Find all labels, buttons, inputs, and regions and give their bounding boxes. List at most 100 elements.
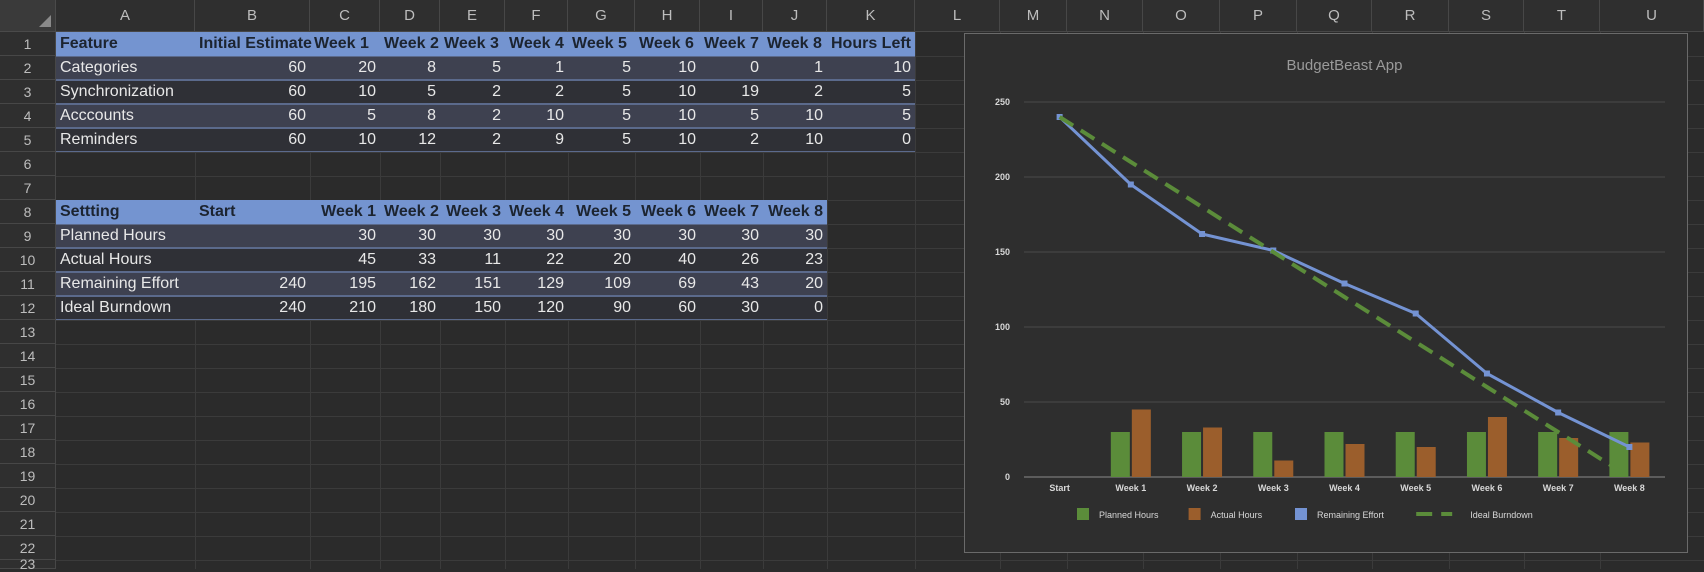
column-header-e[interactable]: E	[440, 0, 505, 32]
row-header-10[interactable]: 10	[0, 248, 56, 272]
table2-cell[interactable]: 0	[814, 299, 823, 316]
table1-cell[interactable]: 8	[427, 107, 436, 124]
table2-cell[interactable]: 26	[741, 251, 759, 268]
table1-header-cell[interactable]: Week 3	[444, 35, 499, 52]
column-header-c[interactable]: C	[310, 0, 380, 32]
table1-header-cell[interactable]: Week 6	[639, 35, 694, 52]
row-header-2[interactable]: 2	[0, 56, 56, 80]
row-header-21[interactable]: 21	[0, 512, 56, 536]
table1-cell[interactable]: 0	[902, 131, 911, 148]
column-header-k[interactable]: K	[827, 0, 915, 32]
column-header-h[interactable]: H	[635, 0, 700, 32]
table2-header-cell[interactable]: Week 7	[704, 203, 759, 220]
table2-cell[interactable]: 180	[409, 299, 436, 316]
table2-cell[interactable]: 162	[409, 275, 436, 292]
table1-cell[interactable]: 2	[814, 83, 823, 100]
row-header-18[interactable]: 18	[0, 440, 56, 464]
column-header-a[interactable]: A	[56, 0, 195, 32]
table2-cell[interactable]: 30	[483, 227, 501, 244]
table2-cell[interactable]: 150	[474, 299, 501, 316]
table1-cell[interactable]: 60	[288, 83, 306, 100]
table2-cell[interactable]: 129	[537, 275, 564, 292]
table1-cell[interactable]: 5	[492, 59, 501, 76]
table2-cell[interactable]: 240	[279, 275, 306, 292]
column-header-l[interactable]: L	[915, 0, 1000, 32]
table1-cell[interactable]: 5	[622, 83, 631, 100]
table2-cell[interactable]: 195	[349, 275, 376, 292]
table1-cell[interactable]: Acccounts	[60, 107, 134, 124]
table1-cell[interactable]: 1	[814, 59, 823, 76]
column-header-s[interactable]: S	[1449, 0, 1524, 32]
table2-cell[interactable]	[195, 248, 310, 272]
select-all-corner[interactable]	[0, 0, 56, 32]
table1-cell[interactable]: Synchronization	[60, 83, 174, 100]
row-header-13[interactable]: 13	[0, 320, 56, 344]
row-header-4[interactable]: 4	[0, 104, 56, 128]
table1-header-cell[interactable]: Week 2	[384, 35, 439, 52]
table1-header-cell[interactable]: Week 1	[314, 35, 369, 52]
table1-cell[interactable]: 2	[750, 131, 759, 148]
table2-header-cell[interactable]: Week 6	[641, 203, 696, 220]
table1-cell[interactable]: 8	[427, 59, 436, 76]
column-header-f[interactable]: F	[505, 0, 568, 32]
table2-cell[interactable]: 151	[474, 275, 501, 292]
table2-cell[interactable]: 30	[741, 227, 759, 244]
row-header-3[interactable]: 3	[0, 80, 56, 104]
row-header-7[interactable]: 7	[0, 176, 56, 200]
table2-cell[interactable]: 210	[349, 299, 376, 316]
table2-header-cell[interactable]: Week 5	[576, 203, 631, 220]
table2-cell[interactable]: 30	[358, 227, 376, 244]
table1-cell[interactable]: 10	[805, 131, 823, 148]
table2-cell[interactable]: 43	[741, 275, 759, 292]
row-header-1[interactable]: 1	[0, 32, 56, 56]
table1-cell[interactable]: 2	[492, 83, 501, 100]
table1-cell[interactable]: 5	[902, 107, 911, 124]
row-header-12[interactable]: 12	[0, 296, 56, 320]
table1-cell[interactable]: 10	[893, 59, 911, 76]
table2-cell[interactable]: Planned Hours	[60, 227, 166, 244]
table1-cell[interactable]: 20	[358, 59, 376, 76]
table1-cell[interactable]: 10	[678, 83, 696, 100]
column-header-t[interactable]: T	[1524, 0, 1600, 32]
table2-cell[interactable]: 109	[604, 275, 631, 292]
column-header-o[interactable]: O	[1143, 0, 1220, 32]
table2-cell[interactable]: 30	[805, 227, 823, 244]
table1-cell[interactable]: 5	[427, 83, 436, 100]
table2-cell[interactable]	[195, 224, 310, 248]
table2-cell[interactable]: 30	[613, 227, 631, 244]
row-header-9[interactable]: 9	[0, 224, 56, 248]
table1-cell[interactable]: 10	[546, 107, 564, 124]
table1-cell[interactable]: 60	[288, 107, 306, 124]
table1-cell[interactable]: 1	[555, 59, 564, 76]
table2-cell[interactable]: Actual Hours	[60, 251, 152, 268]
table2-cell[interactable]: 90	[613, 299, 631, 316]
table1-cell[interactable]: 0	[750, 59, 759, 76]
column-header-d[interactable]: D	[380, 0, 440, 32]
column-header-n[interactable]: N	[1067, 0, 1143, 32]
table1-cell[interactable]: 12	[418, 131, 436, 148]
table1-cell[interactable]: 5	[367, 107, 376, 124]
row-header-23[interactable]: 23	[0, 556, 56, 572]
table1-header-cell[interactable]: Initial Estimate	[199, 35, 312, 52]
table1-header-cell[interactable]: Week 5	[572, 35, 627, 52]
table2-cell[interactable]: 23	[805, 251, 823, 268]
table1-cell[interactable]: 2	[492, 131, 501, 148]
table1-cell[interactable]: 19	[741, 83, 759, 100]
row-header-11[interactable]: 11	[0, 272, 56, 296]
column-header-m[interactable]: M	[1000, 0, 1067, 32]
table1-cell[interactable]: 10	[805, 107, 823, 124]
table2-header-cell[interactable]: Start	[199, 203, 236, 220]
row-header-19[interactable]: 19	[0, 464, 56, 488]
table2-cell[interactable]: 30	[418, 227, 436, 244]
table1-cell[interactable]: 5	[750, 107, 759, 124]
table1-cell[interactable]: Reminders	[60, 131, 138, 148]
table2-header-cell[interactable]: Week 8	[768, 203, 823, 220]
table2-cell[interactable]: Ideal Burndown	[60, 299, 172, 316]
row-header-8[interactable]: 8	[0, 200, 56, 224]
table2-header-cell[interactable]: Week 1	[321, 203, 376, 220]
table2-cell[interactable]: Remaining Effort	[60, 275, 179, 292]
row-header-20[interactable]: 20	[0, 488, 56, 512]
table2-cell[interactable]: 20	[805, 275, 823, 292]
table2-cell[interactable]: 33	[418, 251, 436, 268]
